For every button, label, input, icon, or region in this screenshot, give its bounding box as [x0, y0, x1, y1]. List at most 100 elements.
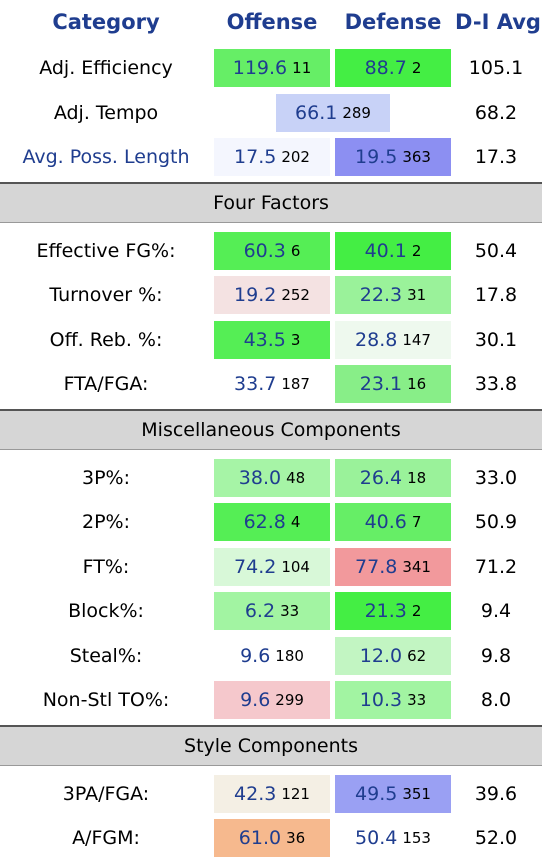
section-header: Four Factors [0, 181, 542, 223]
defense-cell: 10.3 33 [335, 681, 451, 719]
defense-cell: 40.1 2 [335, 231, 451, 270]
stat-value[interactable]: 19.5 [355, 146, 398, 168]
row-label: 3P%: [81, 466, 130, 489]
offense-cell: 38.0 48 [214, 458, 330, 497]
stat-value[interactable]: 22.3 [359, 284, 403, 306]
stat-value[interactable]: 33.7 [234, 373, 277, 395]
table-row: Avg. Poss. Length 17.5 202 19.5 363 17.3 [0, 135, 542, 180]
header-category[interactable]: Category [52, 10, 160, 34]
stat-rank: 31 [407, 286, 427, 304]
defense-cell: 28.8 147 [335, 320, 451, 359]
d1-avg-value: 33.8 [474, 373, 518, 396]
defense-cell: 19.5 363 [335, 138, 451, 176]
stat-value[interactable]: 43.5 [243, 328, 286, 351]
stat-value[interactable]: 38.0 [238, 466, 282, 489]
table-row: Off. Reb. %: 43.5 3 28.8 147 30.1 [0, 318, 542, 363]
d1-avg-value: 68.2 [474, 101, 518, 124]
stat-value[interactable]: 17.5 [234, 146, 277, 168]
row-label: A/FGM: [72, 827, 140, 850]
row-label: FT%: [82, 555, 130, 578]
row-label: Non-Stl TO%: [42, 689, 170, 712]
stat-rank: 153 [402, 829, 431, 847]
stat-rank: 202 [281, 148, 310, 166]
d1-avg-value: 105.1 [468, 57, 524, 80]
table-row: Adj. Tempo 66.1 289 68.2 [0, 91, 542, 136]
stat-rank: 121 [281, 784, 310, 803]
stat-rank: 18 [407, 468, 427, 487]
stat-rank: 341 [402, 557, 431, 576]
defense-cell: 88.7 2 [335, 49, 451, 87]
stat-value[interactable]: 12.0 [359, 644, 403, 667]
stat-value[interactable]: 9.6 [240, 644, 271, 667]
row-label[interactable]: Avg. Poss. Length [22, 146, 190, 169]
row-label: Adj. Tempo [53, 101, 159, 124]
table-row: Adj. Efficiency 119.6 11 88.7 2 105.1 [0, 46, 542, 91]
stat-value[interactable]: 40.6 [364, 511, 407, 533]
d1-avg-value: 8.0 [480, 689, 512, 712]
stat-rank: 11 [292, 59, 312, 77]
stat-value[interactable]: 6.2 [244, 600, 276, 622]
stat-value[interactable]: 62.8 [243, 511, 286, 533]
stat-rank: 7 [411, 513, 422, 531]
offense-cell: 61.0 36 [214, 819, 330, 857]
offense-cell: 62.8 4 [214, 503, 330, 541]
stat-value[interactable]: 42.3 [234, 782, 277, 805]
stat-value[interactable]: 40.1 [364, 239, 407, 262]
stat-rank: 2 [411, 59, 422, 77]
d1-avg-value: 17.3 [474, 146, 518, 169]
table-row: Effective FG%: 60.3 6 40.1 2 50.4 [0, 229, 542, 274]
d1-avg-value: 50.4 [474, 239, 518, 262]
stat-rank: 351 [402, 784, 431, 803]
stat-rank: 62 [407, 646, 427, 665]
stat-value[interactable]: 50.4 [355, 827, 398, 849]
defense-cell: 49.5 351 [335, 774, 451, 813]
header-offense[interactable]: Offense [226, 10, 318, 34]
stat-value[interactable]: 88.7 [364, 57, 407, 79]
table-row: Non-Stl TO%: 9.6 299 10.3 33 8.0 [0, 678, 542, 723]
d1-avg-value: 9.4 [480, 600, 512, 623]
stat-value[interactable]: 77.8 [355, 555, 398, 578]
row-label: 3PA/FGA: [62, 782, 150, 805]
stat-rank: 4 [290, 513, 301, 531]
stat-value[interactable]: 9.6 [240, 689, 271, 711]
stat-value[interactable]: 74.2 [234, 555, 277, 578]
stat-value[interactable]: 28.8 [355, 328, 398, 351]
stat-value[interactable]: 26.4 [359, 466, 403, 489]
stat-rank: 2 [411, 241, 422, 260]
stat-value[interactable]: 66.1 [295, 101, 338, 124]
row-label: Effective FG%: [36, 239, 176, 262]
table-row: Turnover %: 19.2 252 22.3 31 17.8 [0, 273, 542, 318]
stat-value[interactable]: 10.3 [359, 689, 403, 711]
row-label: Steal%: [69, 644, 143, 667]
stat-value[interactable]: 21.3 [364, 600, 407, 622]
offense-cell: 119.6 11 [214, 49, 330, 87]
defense-cell: 50.4 153 [335, 819, 451, 857]
header-d1-avg[interactable]: D-I Avg [455, 10, 541, 34]
stat-rank: 16 [407, 375, 427, 393]
stat-value[interactable]: 60.3 [243, 239, 286, 262]
defense-cell: 22.3 31 [335, 276, 451, 314]
table-row: FTA/FGA: 33.7 187 23.1 16 33.8 [0, 362, 542, 407]
table-row: 3PA/FGA: 42.3 121 49.5 351 39.6 [0, 772, 542, 817]
d1-avg-value: 50.9 [474, 511, 518, 534]
defense-cell: 23.1 16 [335, 365, 451, 403]
stat-value[interactable]: 119.6 [232, 57, 288, 79]
stat-rank: 252 [281, 286, 310, 304]
stat-value[interactable]: 19.2 [234, 284, 277, 306]
table-header: Category Offense Defense D-I Avg [0, 0, 542, 46]
header-defense[interactable]: Defense [344, 10, 442, 34]
stat-rank: 180 [275, 646, 304, 665]
stat-value[interactable]: 23.1 [359, 373, 403, 395]
table-body: Adj. Efficiency 119.6 11 88.7 2 105.1 Adj. Tem… [0, 46, 542, 861]
stat-value[interactable]: 61.0 [238, 827, 282, 849]
row-label: Turnover %: [49, 284, 163, 307]
offense-cell: 60.3 6 [214, 231, 330, 270]
d1-avg-value: 17.8 [474, 284, 518, 307]
table-row: Steal%: 9.6 180 12.0 62 9.8 [0, 634, 542, 679]
offense-cell: 9.6 299 [214, 681, 330, 719]
stat-rank: 289 [342, 103, 371, 122]
offense-cell: 19.2 252 [214, 276, 330, 314]
stat-rank: 2 [411, 602, 422, 620]
stat-value[interactable]: 49.5 [355, 782, 398, 805]
